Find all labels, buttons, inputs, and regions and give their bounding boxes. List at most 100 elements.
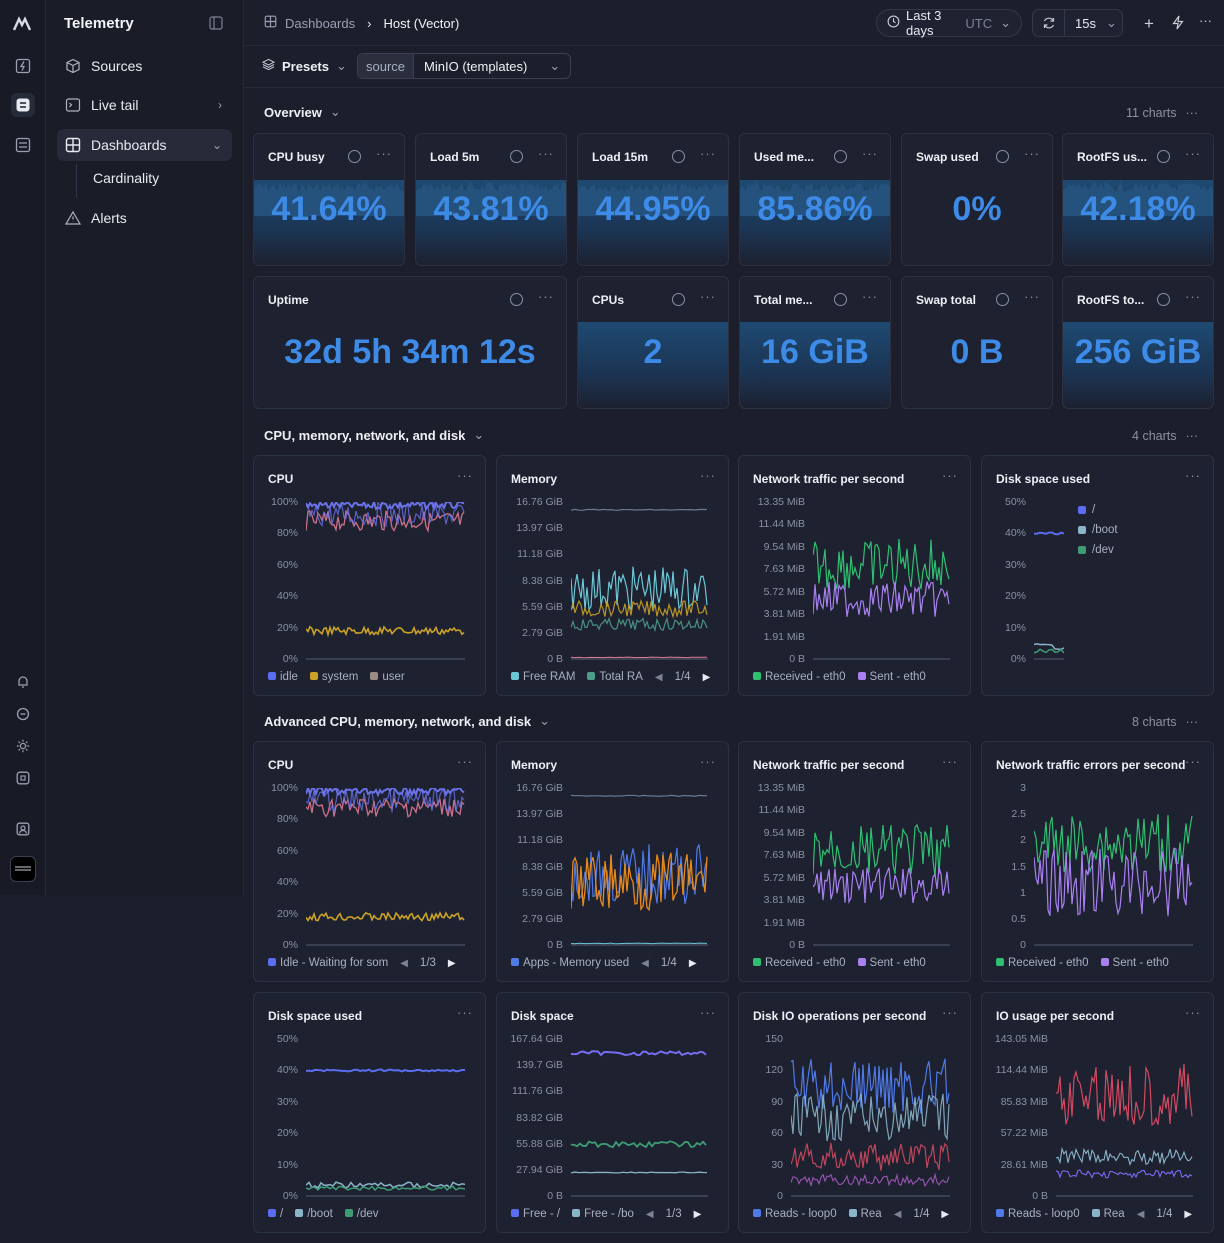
chart-card[interactable]: IO usage per second ··· 143.05 MiB 114.44 M… — [981, 992, 1214, 1233]
legend-item[interactable]: /dev — [344, 1208, 379, 1220]
legend-item[interactable]: Apps - Memory used — [511, 957, 629, 969]
next-page-icon[interactable]: ▶ — [447, 957, 456, 969]
next-page-icon[interactable]: ▶ — [1184, 1208, 1193, 1220]
prev-page-icon[interactable]: ◀ — [641, 957, 649, 969]
chart-card[interactable]: Network traffic per second ··· 13.35 MiB 11… — [738, 455, 971, 696]
next-page-icon[interactable]: ▶ — [688, 957, 697, 969]
more-icon[interactable]: ··· — [1185, 1005, 1201, 1020]
more-icon[interactable]: ··· — [1185, 468, 1201, 483]
more-icon[interactable]: ··· — [1185, 754, 1201, 769]
stat-card[interactable]: CPUs ··· 2 — [577, 276, 729, 409]
legend-item[interactable]: Reads - loop0 — [753, 1208, 837, 1220]
chart-card[interactable]: CPU ··· 100% 80% 60% 40% 20% 0% Idle - Waiting f… — [253, 741, 486, 982]
sidebar-item-sources[interactable]: Sources — [57, 50, 232, 82]
source-select[interactable]: source MinIO (templates) ⌄ — [357, 53, 572, 79]
more-icon[interactable]: ··· — [538, 146, 554, 161]
prev-page-icon[interactable]: ◀ — [400, 957, 408, 969]
stat-card[interactable]: Load 15m ··· 44.95% — [577, 133, 729, 266]
legend-item[interactable]: /dev — [1078, 544, 1114, 556]
user-settings-icon[interactable] — [11, 817, 35, 841]
legend-item[interactable]: Rea — [1091, 1208, 1125, 1220]
more-icon[interactable]: ··· — [1185, 715, 1199, 729]
more-icon[interactable]: ··· — [1199, 13, 1212, 28]
legend-item[interactable]: system — [309, 671, 358, 683]
chart-plot[interactable] — [571, 788, 708, 947]
prev-page-icon[interactable]: ◀ — [654, 671, 663, 683]
chart-plot[interactable] — [813, 788, 950, 947]
chart-plot[interactable] — [306, 1039, 465, 1198]
chart-plot[interactable] — [1034, 788, 1193, 947]
stat-card[interactable]: Uptime ··· 32d 5h 34m 12s — [253, 276, 567, 409]
sidebar-item-live-tail[interactable]: Live tail › — [57, 89, 232, 121]
chart-card[interactable]: Disk IO operations per second ··· 150 120 90… — [738, 992, 971, 1233]
chart-card[interactable]: Network traffic errors per second ··· 3 2.5… — [981, 741, 1214, 982]
refresh-control[interactable]: 15s ⌄ — [1032, 9, 1123, 37]
legend-item[interactable]: Free - / — [511, 1208, 560, 1220]
stat-card[interactable]: Swap total ··· 0 B — [901, 276, 1053, 409]
prev-page-icon[interactable]: ◀ — [1136, 1208, 1145, 1220]
chart-card[interactable]: Memory ··· 16.76 GiB 13.97 GiB 11.18 GiB 8.38… — [496, 455, 729, 696]
legend-item[interactable]: /boot — [1078, 524, 1118, 536]
filters-icon[interactable] — [11, 133, 35, 157]
more-icon[interactable]: ··· — [700, 289, 716, 304]
stat-card[interactable]: RootFS to... ··· 256 GiB — [1062, 276, 1214, 409]
logo-icon[interactable] — [11, 12, 35, 36]
stat-card[interactable]: CPU busy ··· 41.64% — [253, 133, 405, 266]
more-icon[interactable]: ··· — [1185, 429, 1199, 443]
refresh-icon[interactable] — [1033, 10, 1065, 36]
presets-dropdown[interactable]: Presets ⌄ — [261, 58, 347, 74]
legend-item[interactable]: Reads - loop0 — [996, 1208, 1080, 1220]
section-advanced[interactable]: Advanced CPU, memory, network, and disk ⌄ — [264, 713, 550, 729]
more-icon[interactable]: ··· — [457, 468, 473, 483]
chart-card[interactable]: CPU ··· 100% 80% 60% 40% 20% 0% idle system user — [253, 455, 486, 696]
legend-item[interactable]: user — [370, 671, 405, 683]
legend-item[interactable]: Sent - eth0 — [857, 671, 926, 683]
chart-plot[interactable] — [306, 788, 465, 947]
next-page-icon[interactable]: ▶ — [941, 1208, 950, 1220]
add-icon[interactable]: + — [1144, 14, 1154, 33]
more-icon[interactable]: ··· — [942, 754, 958, 769]
more-icon[interactable]: ··· — [1185, 146, 1201, 161]
section-cpu-memory[interactable]: CPU, memory, network, and disk ⌄ — [264, 427, 484, 443]
chat-icon[interactable] — [11, 702, 35, 726]
more-icon[interactable]: ··· — [457, 1005, 473, 1020]
telemetry-icon[interactable] — [11, 54, 35, 78]
legend-item[interactable]: Free RAM — [511, 671, 575, 683]
sidebar-item-cardinality[interactable]: Cardinality — [93, 170, 160, 186]
sidebar-item-alerts[interactable]: Alerts — [57, 202, 232, 234]
legend-item[interactable]: Received - eth0 — [753, 957, 846, 969]
legend-item[interactable]: idle — [268, 671, 298, 683]
more-icon[interactable]: ··· — [376, 146, 392, 161]
more-icon[interactable]: ··· — [457, 754, 473, 769]
breadcrumb-root[interactable]: Dashboards — [285, 15, 356, 31]
prev-page-icon[interactable]: ◀ — [893, 1208, 902, 1220]
chart-plot[interactable] — [571, 502, 708, 661]
legend-item[interactable]: Received - eth0 — [996, 957, 1089, 969]
stat-card[interactable]: RootFS us... ··· 42.18% — [1062, 133, 1214, 266]
bolt-icon[interactable] — [1171, 15, 1185, 33]
legend-item[interactable]: Received - eth0 — [753, 671, 846, 683]
more-icon[interactable]: ··· — [1185, 106, 1199, 120]
theme-icon[interactable] — [11, 734, 35, 758]
chart-card[interactable]: Disk space used ··· 50% 40% 30% 20% 10% 0% / /boo… — [981, 455, 1214, 696]
chart-card[interactable]: Network traffic per second ··· 13.35 MiB 11… — [738, 741, 971, 982]
sidebar-item-dashboards[interactable]: Dashboards ⌄ — [57, 129, 232, 161]
chart-plot[interactable] — [306, 502, 465, 661]
chart-plot[interactable] — [571, 1039, 708, 1198]
command-icon[interactable] — [11, 766, 35, 790]
stat-card[interactable]: Total me... ··· 16 GiB — [739, 276, 891, 409]
more-icon[interactable]: ··· — [942, 1005, 958, 1020]
org-avatar[interactable] — [10, 856, 36, 882]
chart-plot[interactable] — [1056, 1039, 1193, 1198]
legend-item[interactable]: Free - /bo — [572, 1208, 634, 1220]
legend-item[interactable]: Sent - eth0 — [857, 957, 926, 969]
more-icon[interactable]: ··· — [700, 1005, 716, 1020]
next-page-icon[interactable]: ▶ — [702, 671, 711, 683]
legend-item[interactable]: Idle - Waiting for som — [268, 957, 388, 969]
more-icon[interactable]: ··· — [862, 289, 878, 304]
more-icon[interactable]: ··· — [1024, 289, 1040, 304]
stat-card[interactable]: Load 5m ··· 43.81% — [415, 133, 567, 266]
legend-item[interactable]: Total RA — [587, 671, 643, 683]
legend-item[interactable]: /boot — [295, 1208, 333, 1220]
chart-plot[interactable] — [813, 502, 950, 661]
